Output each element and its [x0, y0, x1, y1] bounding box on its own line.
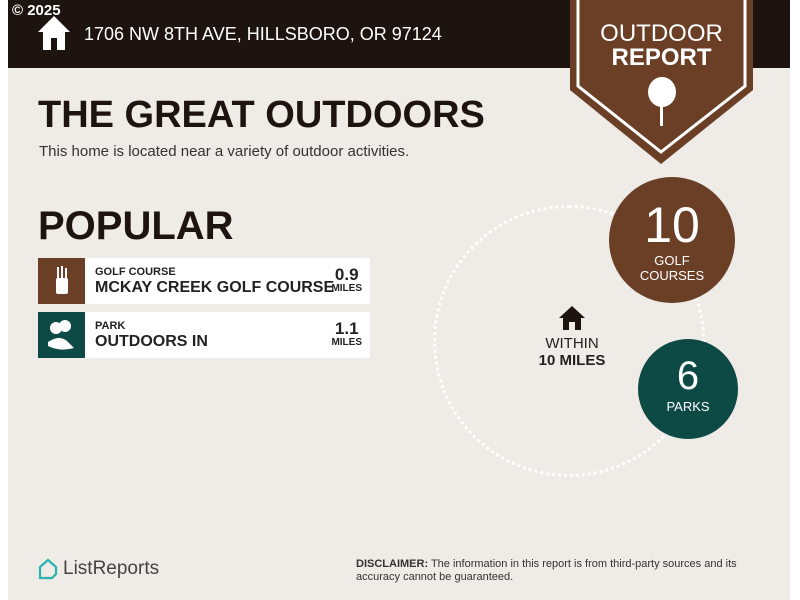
list-item-park[interactable]: PARK OUTDOORS IN 1.1 MILES: [38, 312, 370, 358]
item-distance: 1.1: [334, 319, 359, 338]
golf-bag-icon: [38, 258, 85, 304]
item-category: GOLF COURSE: [95, 266, 176, 278]
item-name: OUTDOORS IN: [95, 333, 208, 350]
home-icon: [559, 306, 585, 330]
golf-label-2: COURSES: [639, 268, 705, 283]
item-distance: 0.9: [334, 265, 359, 284]
within-radius: 10 MILES: [538, 352, 606, 369]
listreports-logo[interactable]: ListReports: [38, 558, 159, 580]
golf-count-circle: 10 GOLF COURSES: [609, 177, 735, 303]
outdoor-report-badge: OUTDOOR REPORT: [570, 0, 753, 164]
badge-line2: REPORT: [611, 44, 712, 71]
item-name: MCKAY CREEK GOLF COURSE: [95, 279, 335, 296]
disclaimer-label: DISCLAIMER:: [356, 558, 429, 570]
logo-icon: [38, 558, 58, 580]
golf-label: GOLF: [654, 253, 690, 268]
badge-line1: OUTDOOR: [600, 20, 723, 47]
item-unit: MILES: [331, 337, 362, 348]
item-unit: MILES: [331, 283, 362, 294]
page-title: THE GREAT OUTDOORS: [38, 94, 485, 136]
home-icon: [38, 16, 70, 50]
subtitle: This home is located near a variety of o…: [39, 143, 410, 160]
parks-label: PARKS: [666, 399, 710, 414]
logo-text: ListReports: [63, 558, 160, 579]
parks-count-circle: 6 PARKS: [638, 339, 738, 439]
copyright: © 2025: [12, 2, 61, 19]
golf-count: 10: [644, 197, 700, 253]
address: 1706 NW 8TH AVE, HILLSBORO, OR 97124: [84, 24, 442, 44]
disclaimer: DISCLAIMER: The information in this repo…: [356, 558, 776, 584]
parks-count: 6: [676, 354, 700, 398]
tree-icon: [648, 77, 676, 126]
park-trees-icon: [38, 312, 85, 358]
popular-heading: POPULAR: [38, 204, 234, 248]
within-text: WITHIN: [545, 335, 599, 352]
within-label: WITHIN 10 MILES: [520, 305, 624, 369]
list-item-golf[interactable]: GOLF COURSE MCKAY CREEK GOLF COURSE 0.9 M…: [38, 258, 370, 304]
disclaimer-text: The information in this report is from t…: [356, 558, 737, 583]
item-category: PARK: [95, 320, 126, 332]
